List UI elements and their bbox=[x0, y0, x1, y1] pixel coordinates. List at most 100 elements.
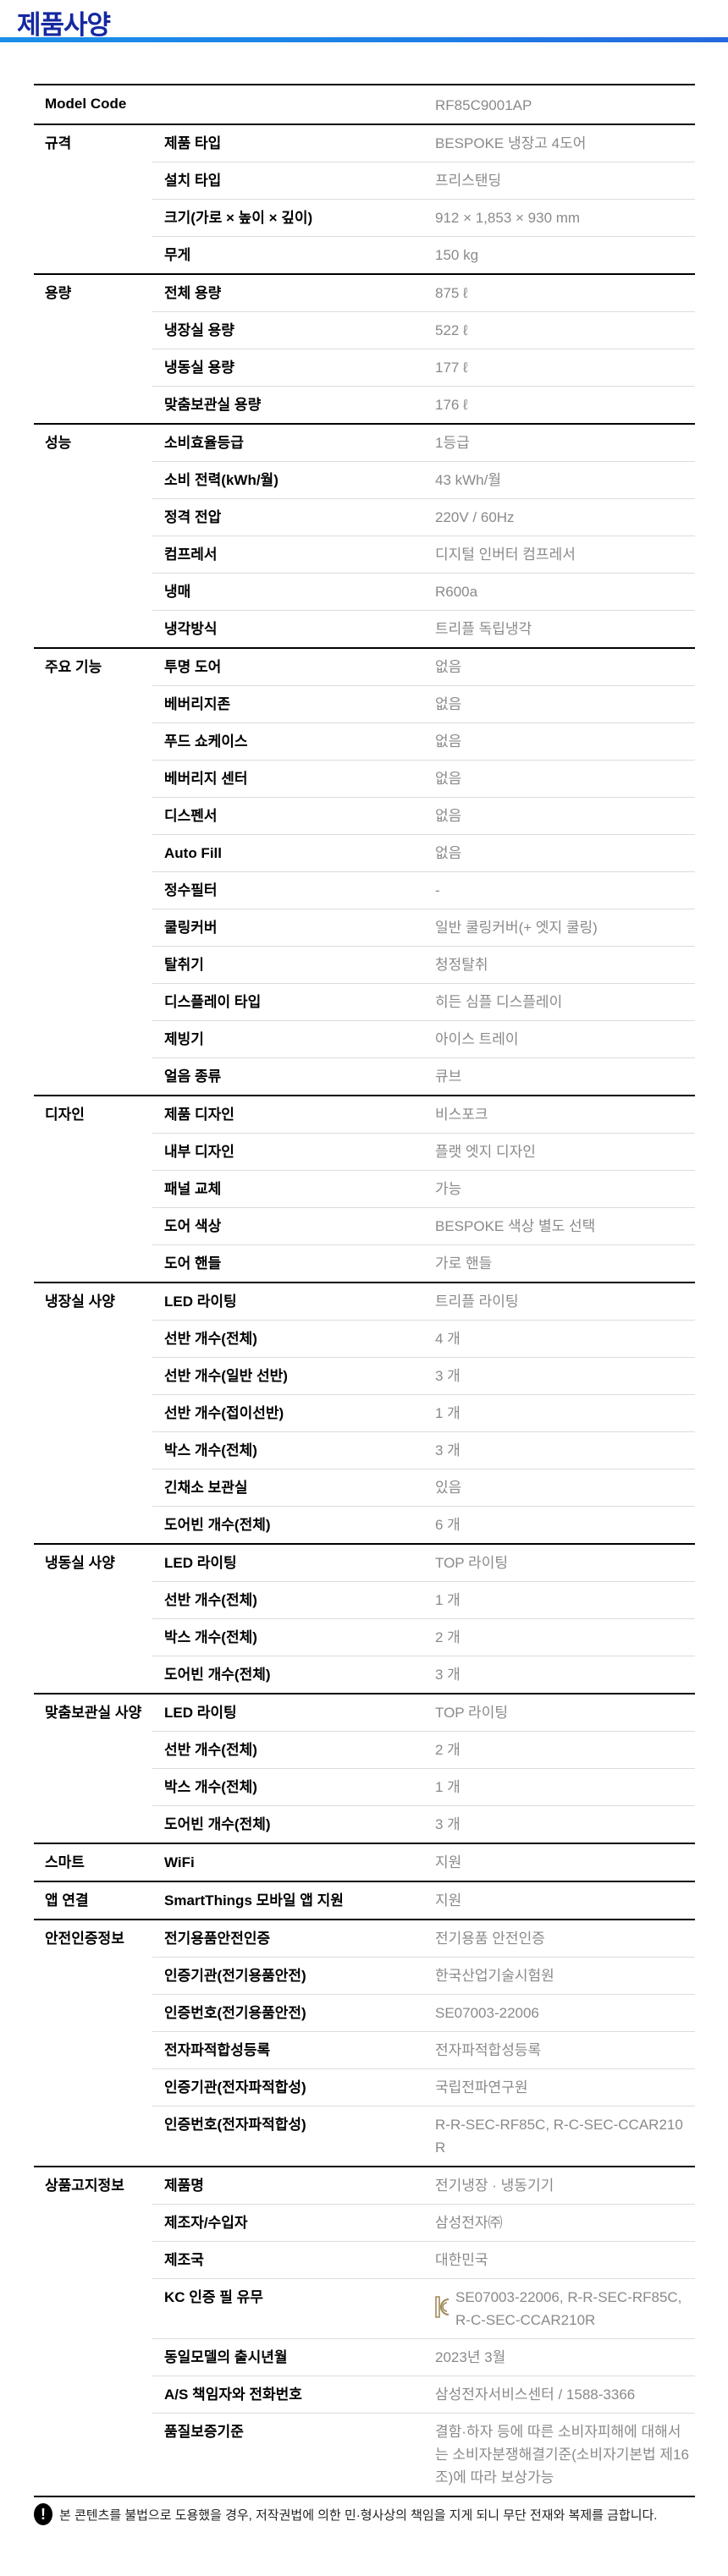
spec-label: Auto Fill bbox=[164, 845, 222, 861]
spec-row: KC 인증 필 유무 SE07003-22006, R-R-SEC-RF85C, … bbox=[152, 2278, 695, 2338]
spec-label: 선반 개수(전체) bbox=[164, 1592, 257, 1608]
spec-label: LED 라이팅 bbox=[164, 1705, 237, 1721]
spec-category: 상품고지정보 bbox=[45, 2178, 124, 2194]
spec-value: 3 개 bbox=[435, 1368, 461, 1384]
spec-rows: 전기용품안전인증 전기용품 안전인증 인증기관(전기용품안전) 한국산업기술시험원 인증… bbox=[152, 1920, 695, 2166]
spec-label: 선반 개수(전체) bbox=[164, 1331, 257, 1347]
spec-category: 성능 bbox=[45, 435, 72, 451]
spec-category: 냉동실 사양 bbox=[45, 1555, 115, 1571]
spec-value: 없음 bbox=[435, 696, 462, 712]
spec-label: 박스 개수(전체) bbox=[164, 1629, 257, 1645]
spec-value: 없음 bbox=[435, 771, 462, 787]
spec-row: 패널 교체 가능 bbox=[152, 1170, 695, 1207]
spec-row: 정수필터 - bbox=[152, 871, 695, 909]
spec-row: A/S 책임자와 전화번호 삼성전자서비스센터 / 1588-3366 bbox=[152, 2376, 695, 2413]
copyright-notice: ! 본 콘텐츠를 불법으로 도용했을 경우, 저작권법에 의한 민·형사상의 책… bbox=[34, 2503, 657, 2525]
spec-value: 아이스 트레이 bbox=[435, 1031, 519, 1047]
copyright-text: 본 콘텐츠를 불법으로 도용했을 경우, 저작권법에 의한 민·형사상의 책임을… bbox=[59, 2507, 658, 2523]
spec-value: 없음 bbox=[435, 808, 462, 824]
spec-row: 선반 개수(일반 선반) 3 개 bbox=[152, 1357, 695, 1394]
spec-label: 동일모델의 출시년월 bbox=[164, 2349, 288, 2365]
spec-value: 1 개 bbox=[435, 1779, 461, 1795]
spec-label: 제품명 bbox=[164, 2178, 204, 2194]
spec-row: 선반 개수(전체) 1 개 bbox=[152, 1581, 695, 1618]
spec-value: 3 개 bbox=[435, 1667, 461, 1683]
spec-value: 일반 쿨링커버(+ 엣지 쿨링) bbox=[435, 920, 598, 936]
spec-value: 가능 bbox=[435, 1181, 462, 1197]
spec-value: 875 ℓ bbox=[435, 285, 468, 301]
spec-group-model: Model Code RF85C9001AP bbox=[34, 84, 695, 124]
spec-row: 냉각방식 트리플 독립냉각 bbox=[152, 610, 695, 647]
spec-value: SE07003-22006, R-R-SEC-RF85C, R-C-SEC-CC… bbox=[455, 2289, 682, 2328]
spec-value: 비스포크 bbox=[435, 1107, 488, 1123]
spec-row: 긴채소 보관실 있음 bbox=[152, 1469, 695, 1506]
spec-row: 제품명 전기냉장 · 냉동기기 bbox=[152, 2167, 695, 2204]
spec-row: 디스플레이 타입 히든 심플 디스플레이 bbox=[152, 983, 695, 1020]
spec-group: 성능 소비효율등급 1등급 소비 전력(kWh/월) 43 kWh/월 정격 전압 220V… bbox=[34, 423, 695, 647]
spec-rows: LED 라이팅 TOP 라이팅 선반 개수(전체) 1 개 박스 개수(전체) 2 개 도어… bbox=[152, 1545, 695, 1693]
spec-label: KC 인증 필 유무 bbox=[164, 2289, 263, 2305]
spec-row: LED 라이팅 TOP 라이팅 bbox=[152, 1694, 695, 1731]
spec-row: 제빙기 아이스 트레이 bbox=[152, 1020, 695, 1057]
spec-value: 177 ℓ bbox=[435, 360, 468, 376]
spec-row: 도어 색상 BESPOKE 색상 별도 선택 bbox=[152, 1207, 695, 1244]
spec-category: 안전인증정보 bbox=[45, 1931, 124, 1947]
spec-row: 얼음 종류 큐브 bbox=[152, 1057, 695, 1095]
spec-label: 선반 개수(일반 선반) bbox=[164, 1368, 288, 1384]
spec-category: 규격 bbox=[45, 135, 72, 151]
spec-row: 푸드 쇼케이스 없음 bbox=[152, 722, 695, 760]
spec-label: 전체 용량 bbox=[164, 285, 222, 301]
spec-value: 한국산업기술시험원 bbox=[435, 1968, 554, 1984]
spec-row: 제품 타입 BESPOKE 냉장고 4도어 bbox=[152, 125, 695, 162]
spec-label: 푸드 쇼케이스 bbox=[164, 733, 248, 750]
spec-row: 베버리지존 없음 bbox=[152, 685, 695, 722]
spec-row: 박스 개수(전체) 3 개 bbox=[152, 1431, 695, 1469]
spec-value: 트리플 독립냉각 bbox=[435, 621, 532, 637]
spec-row: 탈취기 청정탈취 bbox=[152, 946, 695, 983]
spec-row: 소비 전력(kWh/월) 43 kWh/월 bbox=[152, 461, 695, 498]
spec-rows: 제품명 전기냉장 · 냉동기기 제조자/수입자 삼성전자㈜ 제조국 대한민국 KC 인증 필… bbox=[152, 2167, 695, 2496]
spec-row: 정격 전압 220V / 60Hz bbox=[152, 498, 695, 536]
spec-row: 인증기관(전자파적합성) 국립전파연구원 bbox=[152, 2068, 695, 2106]
title-underline bbox=[0, 37, 728, 42]
spec-label: 내부 디자인 bbox=[164, 1144, 234, 1160]
spec-rows: 투명 도어 없음 베버리지존 없음 푸드 쇼케이스 없음 베버리지 센터 없음 디스펜서 없음 Au… bbox=[152, 649, 695, 1095]
spec-row: SmartThings 모바일 앱 지원 지원 bbox=[152, 1882, 695, 1919]
spec-label: 인증기관(전기용품안전) bbox=[164, 1968, 306, 1984]
spec-group: 스마트 WiFi 지원 bbox=[34, 1843, 695, 1881]
spec-label: 전자파적합성등록 bbox=[164, 2042, 271, 2058]
spec-row: 제품 디자인 비스포크 bbox=[152, 1096, 695, 1133]
spec-rows: 소비효율등급 1등급 소비 전력(kWh/월) 43 kWh/월 정격 전압 220V /… bbox=[152, 425, 695, 647]
spec-group: 맞춤보관실 사양 LED 라이팅 TOP 라이팅 선반 개수(전체) 2 개 박스 개수(… bbox=[34, 1693, 695, 1843]
spec-group: 용량 전체 용량 875 ℓ 냉장실 용량 522 ℓ 냉동실 용량 177 ℓ 맞춤보관실 … bbox=[34, 273, 695, 423]
spec-row: 컴프레서 디지털 인버터 컴프레서 bbox=[152, 536, 695, 573]
spec-row: 선반 개수(전체) 4 개 bbox=[152, 1320, 695, 1357]
spec-row: LED 라이팅 TOP 라이팅 bbox=[152, 1545, 695, 1581]
spec-label: 설치 타입 bbox=[164, 173, 222, 189]
spec-row: 냉매 R600a bbox=[152, 573, 695, 610]
spec-value: 국립전파연구원 bbox=[435, 2079, 528, 2095]
spec-rows: WiFi 지원 bbox=[152, 1844, 695, 1881]
spec-row: 내부 디자인 플랫 엣지 디자인 bbox=[152, 1133, 695, 1170]
spec-value: 삼성전자서비스센터 / 1588-3366 bbox=[435, 2387, 636, 2403]
spec-value: 220V / 60Hz bbox=[435, 509, 515, 525]
spec-label: 베버리지 센터 bbox=[164, 771, 248, 787]
spec-row: 쿨링커버 일반 쿨링커버(+ 엣지 쿨링) bbox=[152, 909, 695, 946]
spec-label: 제빙기 bbox=[164, 1031, 204, 1047]
spec-label: 박스 개수(전체) bbox=[164, 1779, 257, 1795]
spec-rows: 제품 타입 BESPOKE 냉장고 4도어 설치 타입 프리스탠딩 크기(가로 × 높이… bbox=[152, 125, 695, 273]
spec-label: 도어 핸들 bbox=[164, 1255, 222, 1272]
spec-category: 주요 기능 bbox=[45, 659, 102, 675]
spec-label: 제품 타입 bbox=[164, 135, 222, 151]
spec-label: 선반 개수(접이선반) bbox=[164, 1405, 284, 1421]
spec-label: LED 라이팅 bbox=[164, 1293, 237, 1310]
spec-row: 무게 150 kg bbox=[152, 236, 695, 273]
spec-rows: LED 라이팅 트리플 라이팅 선반 개수(전체) 4 개 선반 개수(일반 선반) 3 … bbox=[152, 1283, 695, 1543]
spec-label: 무게 bbox=[164, 247, 191, 263]
spec-row: 전체 용량 875 ℓ bbox=[152, 275, 695, 311]
spec-value: 전기용품 안전인증 bbox=[435, 1931, 545, 1947]
spec-value: 912 × 1,853 × 930 mm bbox=[435, 210, 581, 226]
spec-value: 청정탈취 bbox=[435, 957, 488, 973]
spec-label: 도어 색상 bbox=[164, 1218, 222, 1234]
spec-row: 제조국 대한민국 bbox=[152, 2241, 695, 2278]
